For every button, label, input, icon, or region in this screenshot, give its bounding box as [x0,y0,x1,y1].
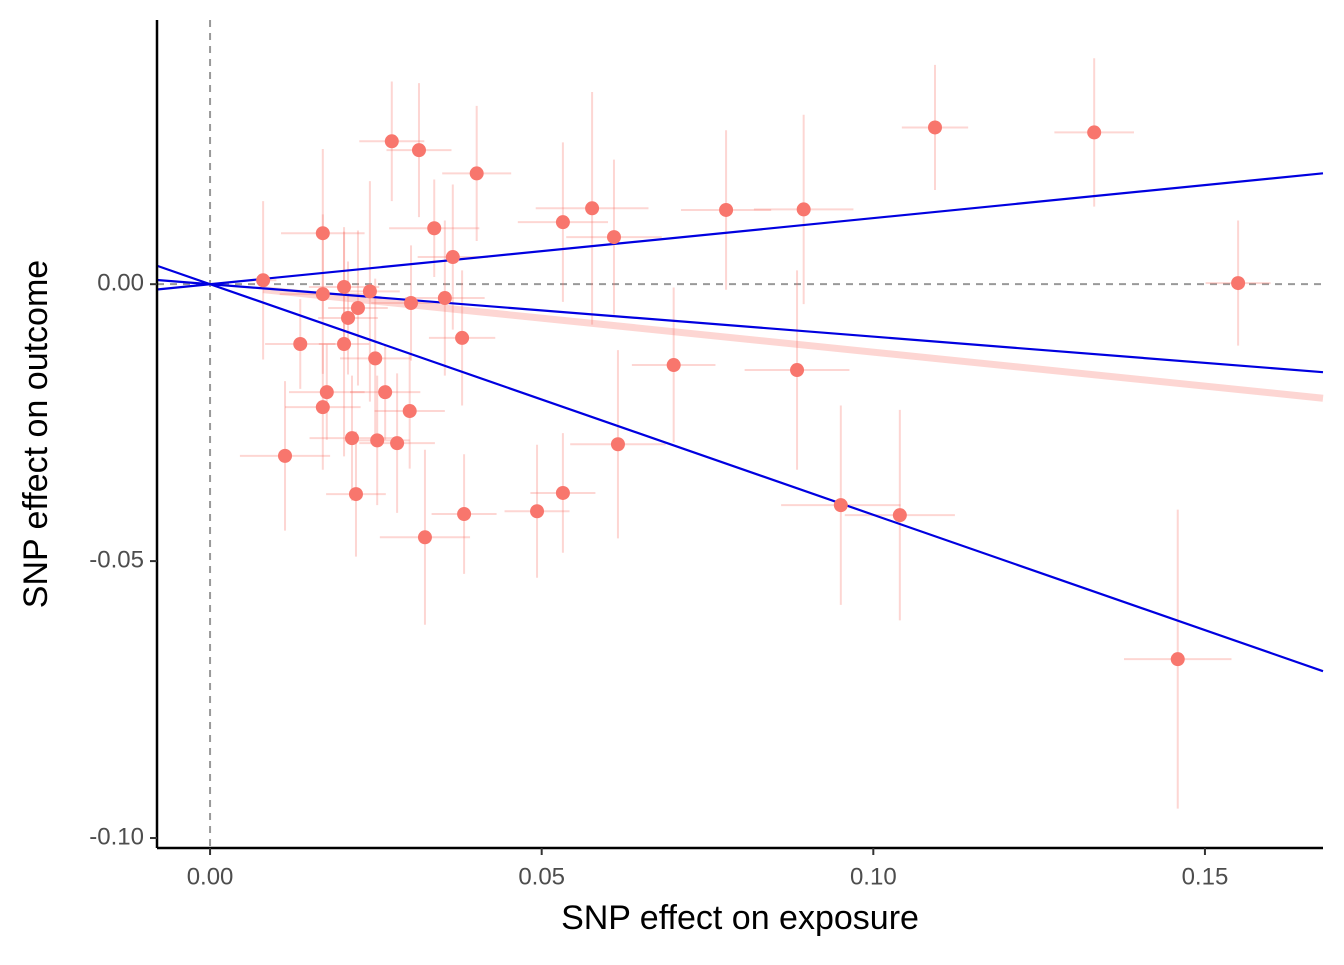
point [404,296,419,311]
point [555,215,570,230]
point [790,363,805,378]
point [390,436,405,451]
x-tick-label: 0.05 [518,863,565,890]
point [293,337,308,351]
y-tick-label: -0.05 [89,546,144,573]
point [437,291,452,306]
point [585,201,600,216]
x-tick-label: 0.10 [850,863,897,890]
point [666,358,681,373]
point [606,230,621,245]
x-tick-label: 0.00 [187,863,234,890]
point [555,485,570,500]
point [344,431,359,446]
point [378,385,393,400]
point [927,120,942,135]
point [411,143,426,158]
point [457,507,472,522]
trend-line [262,286,1324,402]
x-axis-label: SNP effect on exposure [561,899,919,937]
fit-line [156,264,1324,673]
fit-line [156,278,1324,374]
point [384,134,399,149]
point [368,351,383,366]
fit-line [156,172,1324,291]
point [610,437,625,452]
y-tick-label: -0.10 [89,823,144,850]
point [833,498,848,513]
point [315,287,330,302]
point [892,508,907,523]
point [362,284,377,299]
point [341,310,356,325]
point [1170,652,1185,667]
point [455,330,470,345]
point [427,221,442,236]
point [315,226,330,241]
point [337,279,352,294]
point [350,301,365,315]
point [337,337,352,351]
x-tick-label: 0.15 [1182,863,1229,890]
point [417,530,432,545]
point [256,273,271,288]
point [278,448,293,463]
point [402,404,417,419]
point [530,504,545,519]
point [348,487,363,502]
point [315,400,330,415]
point [796,202,811,217]
point [1087,125,1102,140]
y-axis-label: SNP effect on outcome [17,260,55,608]
point [719,202,734,217]
point [370,433,385,448]
point [445,250,460,265]
point [469,166,484,181]
point [319,385,334,400]
point [1231,276,1246,291]
y-tick-label: 0.00 [97,270,144,297]
